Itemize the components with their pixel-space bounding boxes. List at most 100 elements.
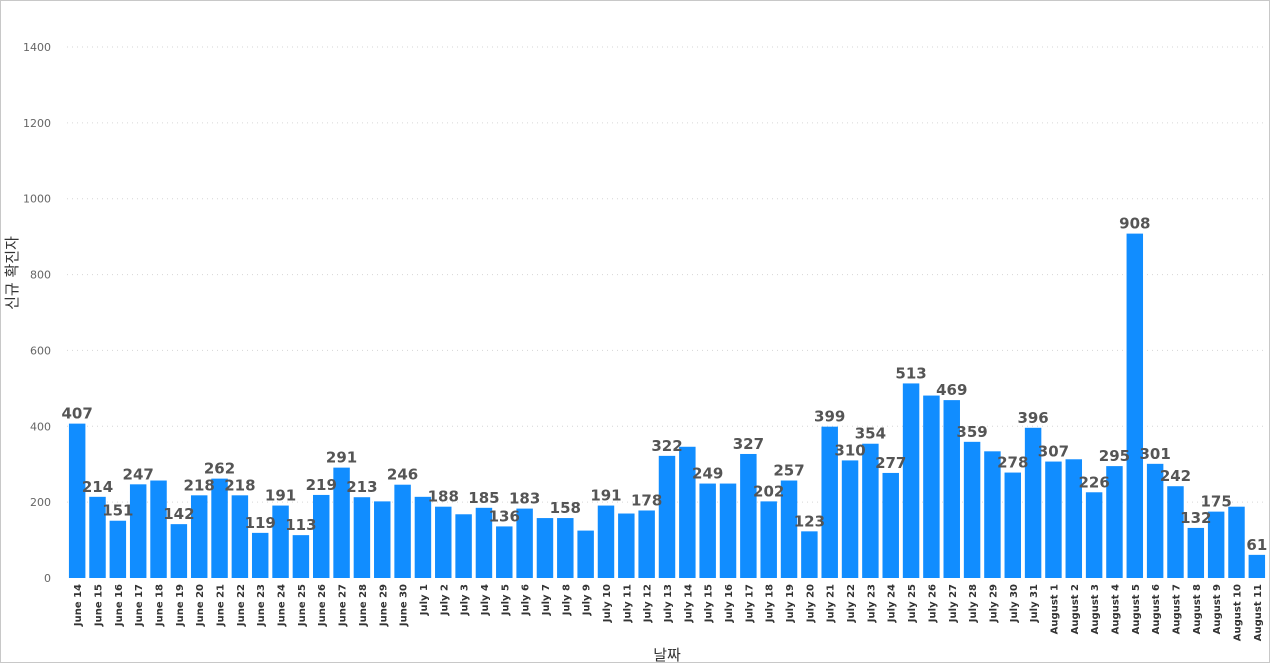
bar[interactable] xyxy=(1187,527,1205,578)
bar[interactable] xyxy=(902,383,920,578)
x-tick-label: July 24 xyxy=(887,584,898,623)
x-tick-label: July 21 xyxy=(826,584,837,623)
bar[interactable] xyxy=(679,446,696,578)
data-label: 246 xyxy=(387,466,418,484)
x-tick-label: July 10 xyxy=(602,584,613,623)
x-tick-label: August 2 xyxy=(1070,584,1081,634)
bar[interactable] xyxy=(740,453,757,578)
x-tick-label: July 27 xyxy=(948,584,959,623)
bar[interactable] xyxy=(1207,511,1225,579)
bar[interactable] xyxy=(862,443,879,578)
bar[interactable] xyxy=(211,478,228,578)
bar[interactable] xyxy=(821,426,838,578)
data-label: 301 xyxy=(1139,445,1170,463)
bar[interactable] xyxy=(251,532,269,578)
bar[interactable] xyxy=(150,480,167,578)
bar[interactable] xyxy=(292,535,310,578)
bar[interactable] xyxy=(89,496,106,578)
bar[interactable] xyxy=(475,507,493,578)
bar[interactable] xyxy=(1024,427,1042,578)
bar[interactable] xyxy=(455,514,472,578)
bar[interactable] xyxy=(1106,466,1123,578)
bar[interactable] xyxy=(414,496,432,578)
bar[interactable] xyxy=(760,501,777,578)
x-tick-label: August 6 xyxy=(1151,584,1162,634)
data-label: 123 xyxy=(794,512,825,530)
y-tick-label: 0 xyxy=(44,572,51,585)
x-axis-ticks: June 14 June 15 June 16 June 17 June 18 June … xyxy=(73,584,1264,641)
x-tick-label: July 17 xyxy=(744,584,755,623)
bar[interactable] xyxy=(435,506,452,578)
data-label: 226 xyxy=(1078,473,1109,491)
x-tick-label: July 15 xyxy=(704,584,715,623)
bar[interactable] xyxy=(658,455,676,578)
bar[interactable] xyxy=(170,524,188,578)
data-label: 188 xyxy=(428,488,459,506)
bar[interactable] xyxy=(1045,461,1062,578)
bar[interactable] xyxy=(1248,554,1266,578)
bar[interactable] xyxy=(597,505,615,578)
data-label: 469 xyxy=(936,381,967,399)
bar[interactable] xyxy=(719,483,737,578)
bar[interactable] xyxy=(1146,463,1164,578)
bar[interactable] xyxy=(699,483,716,578)
bar[interactable] xyxy=(129,484,147,578)
bar[interactable] xyxy=(882,472,899,578)
bar[interactable] xyxy=(313,494,330,578)
x-tick-label: June 19 xyxy=(175,584,186,627)
bar[interactable] xyxy=(68,423,86,578)
data-label: 183 xyxy=(509,490,540,508)
bar[interactable] xyxy=(1228,506,1245,578)
bar[interactable] xyxy=(963,441,981,578)
bar[interactable] xyxy=(272,505,289,578)
data-label: 185 xyxy=(468,489,499,507)
x-tick-label: July 22 xyxy=(846,584,857,623)
bar[interactable] xyxy=(536,518,554,578)
bar[interactable] xyxy=(353,497,371,578)
x-tick-label: June 20 xyxy=(195,584,206,627)
data-label: 399 xyxy=(814,408,845,426)
bar[interactable] xyxy=(577,530,594,578)
y-tick-label: 800 xyxy=(30,269,51,282)
bar[interactable] xyxy=(618,513,635,578)
bar[interactable] xyxy=(231,495,249,578)
bar[interactable] xyxy=(496,526,513,578)
bar[interactable] xyxy=(1065,459,1083,578)
bar[interactable] xyxy=(638,510,655,578)
data-label: 262 xyxy=(204,460,235,478)
data-label: 61 xyxy=(1246,536,1267,554)
x-tick-label: July 16 xyxy=(724,584,735,623)
data-label: 249 xyxy=(692,465,723,483)
bar[interactable] xyxy=(190,495,208,578)
x-tick-label: June 26 xyxy=(317,584,328,627)
bar[interactable] xyxy=(109,520,127,578)
bar[interactable] xyxy=(1167,486,1184,578)
bar[interactable] xyxy=(943,400,960,578)
data-label: 218 xyxy=(184,476,215,494)
bar[interactable] xyxy=(1004,472,1021,578)
bar[interactable] xyxy=(1085,492,1103,578)
data-label: 175 xyxy=(1200,493,1231,511)
bar[interactable] xyxy=(516,508,533,578)
bar[interactable] xyxy=(394,484,411,578)
bar[interactable] xyxy=(374,501,391,578)
bar[interactable] xyxy=(841,460,859,578)
bar[interactable] xyxy=(984,451,1001,578)
data-label: 142 xyxy=(163,505,194,523)
y-tick-label: 1200 xyxy=(23,117,51,130)
bar[interactable] xyxy=(923,395,940,578)
bar[interactable] xyxy=(780,480,798,578)
x-tick-label: June 29 xyxy=(378,584,389,627)
x-tick-label: July 18 xyxy=(765,584,776,623)
x-tick-label: July 1 xyxy=(419,584,430,616)
bar[interactable] xyxy=(557,518,574,578)
bar[interactable] xyxy=(1126,233,1144,579)
bar[interactable] xyxy=(801,531,818,578)
data-label: 278 xyxy=(997,454,1028,472)
bar[interactable] xyxy=(333,467,350,578)
x-tick-label: July 6 xyxy=(521,584,532,616)
x-tick-label: August 3 xyxy=(1090,584,1101,634)
